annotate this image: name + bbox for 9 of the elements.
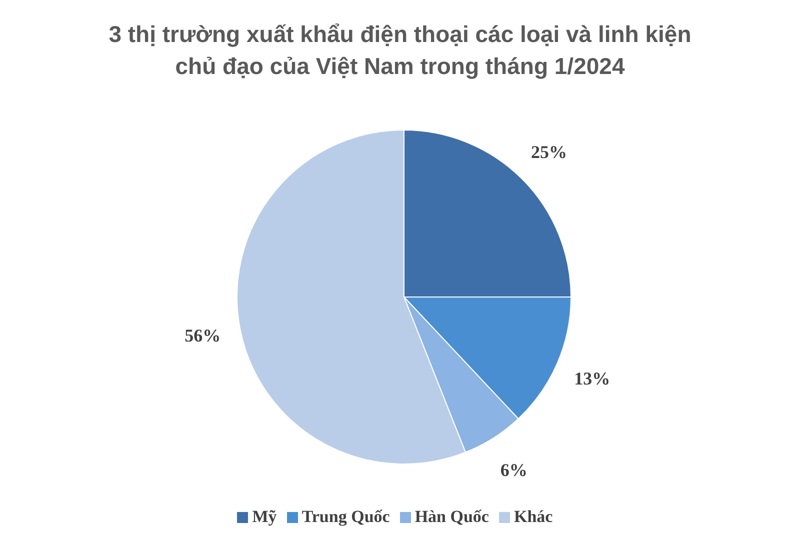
legend-label: Hàn Quốc (414, 507, 489, 526)
data-label: 25% (530, 142, 567, 162)
legend-label: Mỹ (252, 507, 277, 526)
data-label: 13% (574, 368, 610, 388)
legend-label: Khác (514, 507, 553, 526)
legend-label: Trung Quốc (302, 507, 390, 526)
data-label: 6% (500, 460, 528, 480)
chart-title: 3 thị trường xuất khẩu điện thoại các loại và linh kiện chủ đạo của Việt Nam trong tháng 1/2024 (108, 20, 692, 81)
data-label: 56% (184, 325, 221, 346)
